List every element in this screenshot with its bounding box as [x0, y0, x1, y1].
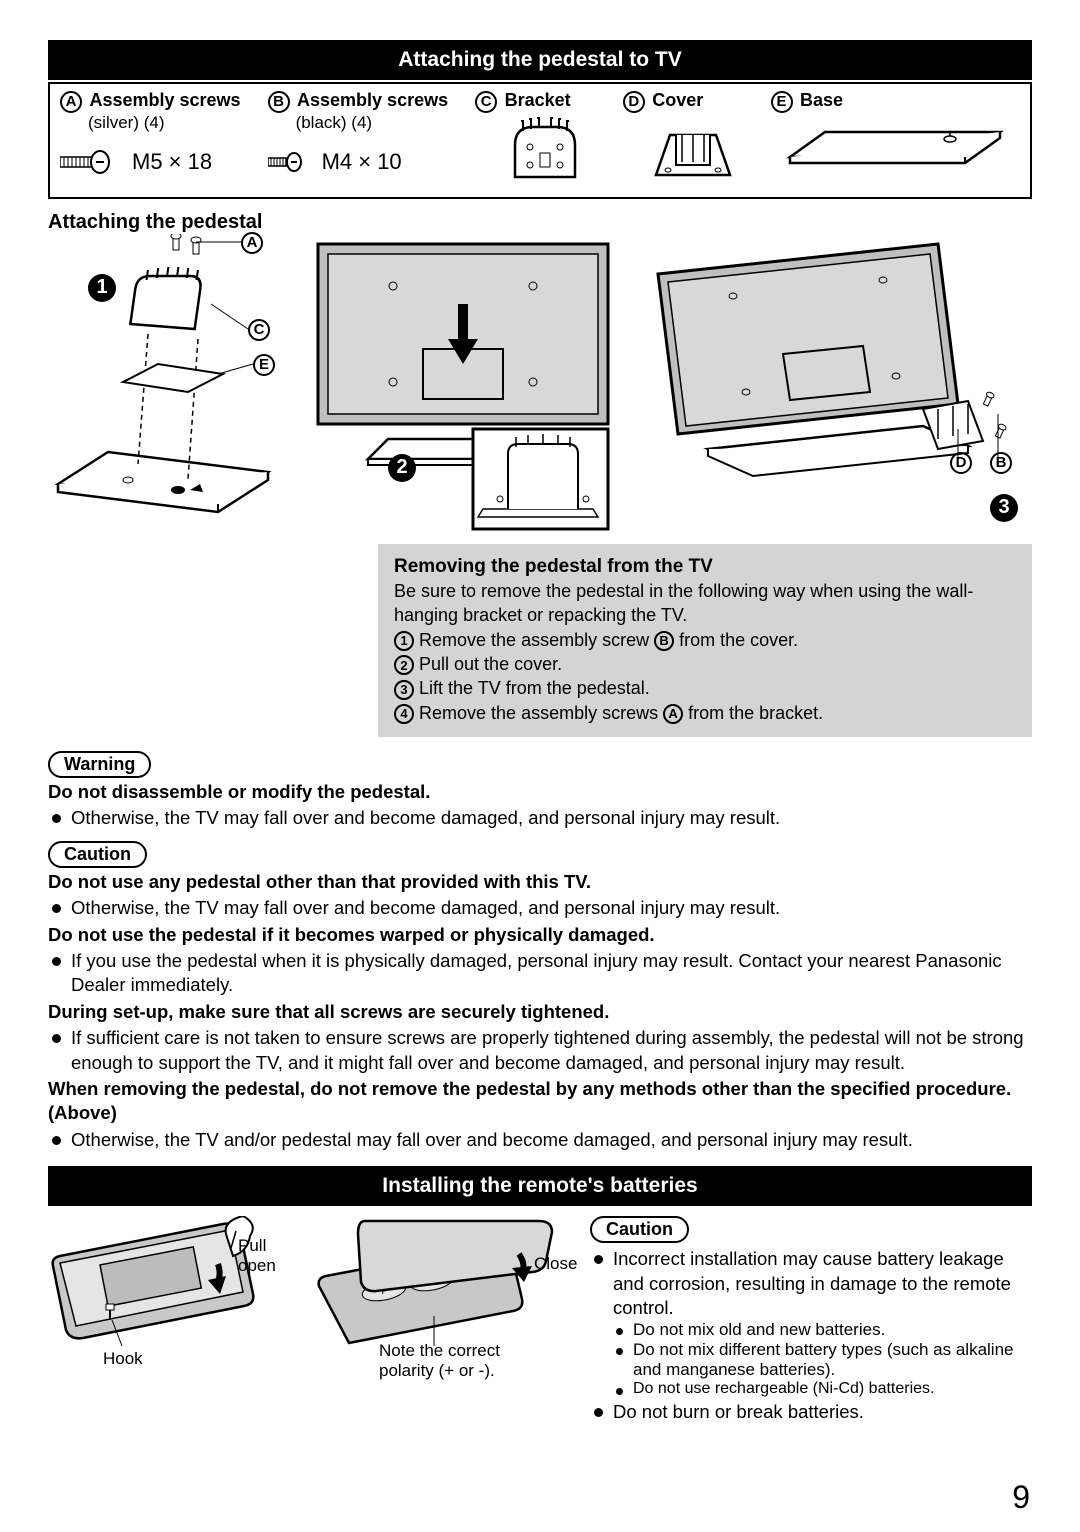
battery-b1: Incorrect installation may cause battery…: [613, 1247, 1032, 1320]
caution-b2: If you use the pedestal when it is physi…: [48, 949, 1032, 998]
battery-b2: Do not burn or break batteries.: [613, 1400, 864, 1424]
page-number: 9: [1012, 1479, 1030, 1516]
screw-b-illustration: M4 × 10: [268, 149, 468, 175]
polarity-label: Note the correct polarity (+ or -).: [379, 1341, 539, 1381]
removal-step-3: 3 Lift the TV from the pedestal.: [394, 676, 1016, 700]
part-e-title: E Base: [771, 90, 1020, 113]
part-a-title: A Assembly screws: [60, 90, 260, 113]
remote-open-drawing: Pull open Hook: [48, 1216, 298, 1425]
removal-intro: Be sure to remove the pedestal in the fo…: [394, 579, 1016, 628]
removal-step-1: 1 Remove the assembly screw B from the c…: [394, 628, 1016, 652]
parts-list: A Assembly screws (silver) (4) M5 × 18 B…: [48, 82, 1032, 199]
caution-h4: When removing the pedestal, do not remov…: [48, 1077, 1032, 1126]
section-title-pedestal: Attaching the pedestal to TV: [48, 40, 1032, 80]
section-title-battery: Installing the remote's batteries: [48, 1166, 1032, 1206]
battery-s3: Do not use rechargeable (Ni-Cd) batterie…: [633, 1380, 934, 1398]
screw-a-illustration: M5 × 18: [60, 149, 260, 175]
step-2-dot: 2: [388, 454, 416, 482]
battery-s2: Do not mix different battery types (such…: [633, 1340, 1032, 1380]
part-b-title: B Assembly screws: [268, 90, 468, 113]
bracket-icon: [475, 117, 615, 187]
callout-A: A: [241, 232, 263, 254]
callout-B: B: [990, 452, 1012, 474]
warning-heading-1: Do not disassemble or modify the pedesta…: [48, 780, 1032, 804]
caution-h1: Do not use any pedestal other than that …: [48, 870, 1032, 894]
part-c-title: C Bracket: [475, 90, 615, 113]
callout-E: E: [253, 354, 275, 376]
removal-title: Removing the pedestal from the TV: [394, 554, 1016, 580]
step-1-dot: 1: [88, 274, 116, 302]
removal-instructions: Removing the pedestal from the TV Be sur…: [378, 544, 1032, 737]
callout-C: C: [248, 319, 270, 341]
battery-s1: Do not mix old and new batteries.: [633, 1320, 885, 1340]
caution-label: Caution: [48, 841, 147, 868]
caution-b4: Otherwise, the TV and/or pedestal may fa…: [48, 1128, 1032, 1152]
step2-drawing: [298, 234, 628, 554]
callout-D: D: [950, 452, 972, 474]
pull-open-label: Pull open: [238, 1236, 298, 1276]
hook-label: Hook: [103, 1349, 143, 1369]
screw-b-size: M4 × 10: [322, 149, 402, 175]
battery-caution-block: Caution Incorrect installation may cause…: [590, 1216, 1032, 1425]
caution-h2: Do not use the pedestal if it becomes wa…: [48, 923, 1032, 947]
part-b-sub: (black) (4): [296, 113, 468, 133]
warning-label: Warning: [48, 751, 151, 778]
battery-section: Pull open Hook ++ −− Close Note the corr…: [48, 1216, 1032, 1425]
base-icon: [771, 117, 1020, 177]
removal-step-4: 4 Remove the assembly screws A from the …: [394, 701, 1016, 725]
caution-b3: If sufficient care is not taken to ensur…: [48, 1026, 1032, 1075]
part-d-title: D Cover: [623, 90, 763, 113]
step1-drawing: [48, 234, 288, 554]
removal-step-2: 2 Pull out the cover.: [394, 652, 1016, 676]
battery-caution-label: Caution: [590, 1216, 689, 1243]
step3-drawing: [638, 234, 1038, 554]
screw-a-size: M5 × 18: [132, 149, 212, 175]
attaching-subheading: Attaching the pedestal: [48, 211, 1032, 234]
step-3-dot: 3: [990, 494, 1018, 522]
caution-h3: During set-up, make sure that all screws…: [48, 1000, 1032, 1024]
close-label: Close: [534, 1254, 577, 1274]
warning-bullet-1: Otherwise, the TV may fall over and beco…: [48, 806, 1032, 830]
remote-close-drawing: ++ −− Close Note the correct polarity (+…: [314, 1216, 574, 1425]
assembly-drawings: A C E 1 2: [48, 234, 1032, 554]
cover-icon: [623, 117, 763, 187]
caution-b1: Otherwise, the TV may fall over and beco…: [48, 896, 1032, 920]
part-a-sub: (silver) (4): [88, 113, 260, 133]
